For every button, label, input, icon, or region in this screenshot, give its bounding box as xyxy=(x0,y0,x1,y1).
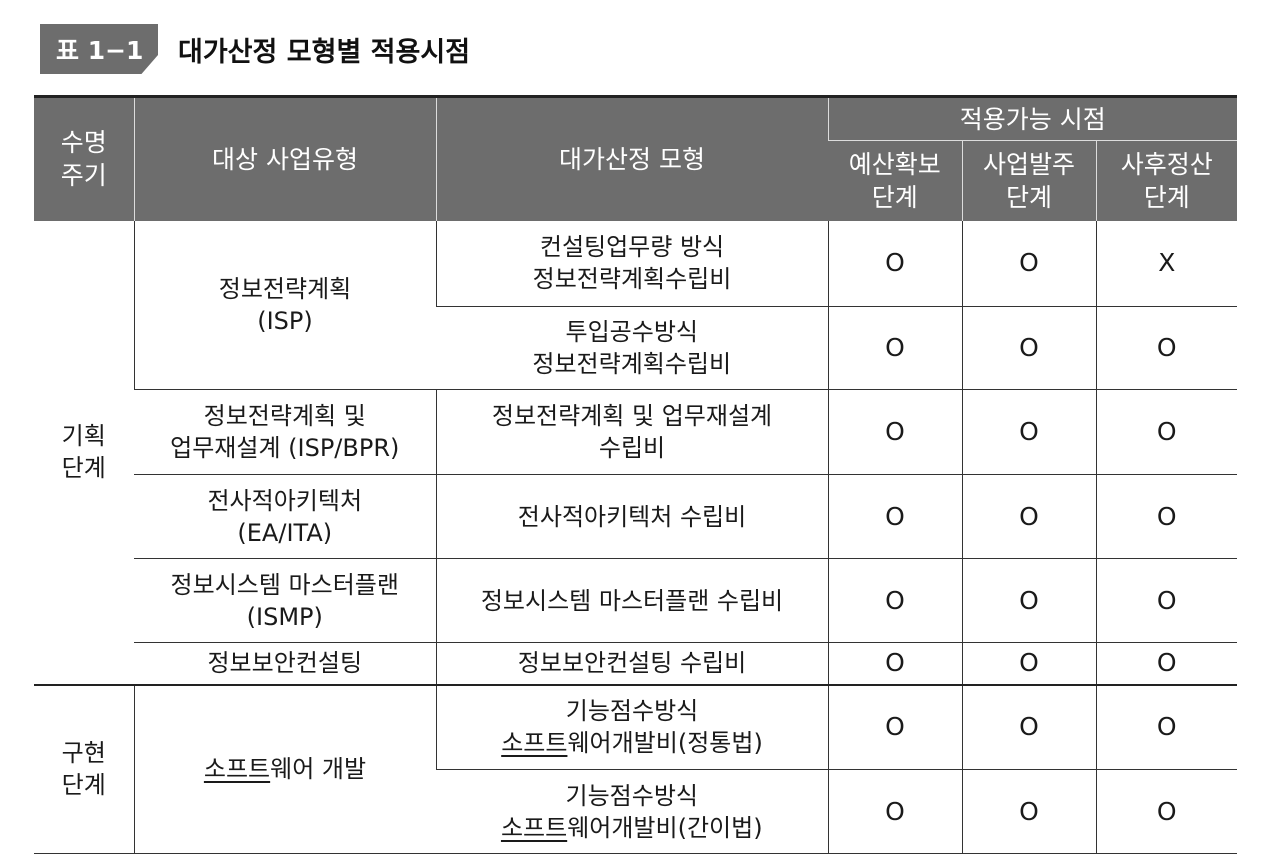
order-mark: O xyxy=(961,558,1096,643)
settlement-mark: O xyxy=(1095,684,1238,770)
settlement-mark: O xyxy=(1095,474,1238,559)
model-line1: 기능점수방식 xyxy=(565,781,698,810)
order-mark: O xyxy=(961,306,1096,390)
model-line1: 기능점수방식 xyxy=(565,697,699,726)
pricing-model-table: 수명 주기 대상 사업유형 대가산정 모형 적용가능 시점 예산확보 단계 사업… xyxy=(34,95,1238,854)
phase-cell: 구현 단계 xyxy=(34,684,134,854)
model-line2-rest: 웨어개발비(정통법) xyxy=(567,729,763,758)
settlement-mark: O xyxy=(1095,769,1238,854)
budget-mark: O xyxy=(827,684,962,770)
model-cell: 컨설팅업무량 방식 정보전략계획수립비 xyxy=(435,220,828,307)
order-mark: O xyxy=(961,684,1096,770)
budget-mark: O xyxy=(827,474,962,559)
header-settlement-stage: 사후정산 단계 xyxy=(1095,140,1238,221)
header-model: 대가산정 모형 xyxy=(435,95,828,221)
settlement-mark: O xyxy=(1095,389,1238,475)
model-line2-underlined: 소프트 xyxy=(501,729,568,758)
header-budget-stage: 예산확보 단계 xyxy=(828,140,962,221)
order-mark: O xyxy=(961,220,1096,307)
order-mark: O xyxy=(961,642,1096,686)
budget-mark: O xyxy=(827,558,962,643)
model-cell: 정보보안컨설팅 수립비 xyxy=(435,642,828,686)
model-cell: 전사적아키텍처 수립비 xyxy=(435,474,828,559)
project-type-cell: 소프트웨어 개발 xyxy=(133,684,436,854)
table-number-tag: 표 1−1 xyxy=(40,24,158,74)
budget-mark: O xyxy=(827,642,962,686)
model-line2-underlined: 소프트 xyxy=(500,813,568,842)
phase-cell: 기획 단계 xyxy=(34,220,134,686)
settlement-mark: O xyxy=(1095,306,1238,390)
settlement-mark: O xyxy=(1095,558,1238,643)
project-type-underlined: 소프트 xyxy=(203,755,271,784)
budget-mark: O xyxy=(827,769,962,854)
order-mark: O xyxy=(961,389,1096,475)
header-project-type: 대상 사업유형 xyxy=(133,95,436,221)
settlement-mark: O xyxy=(1095,642,1238,686)
table-caption: 표 1−1 대가산정 모형별 적용시점 xyxy=(40,24,470,74)
project-type-rest: 웨어 개발 xyxy=(270,755,367,784)
model-cell: 투입공수방식 정보전략계획수립비 xyxy=(436,306,828,390)
model-line2-rest: 웨어개발비(간이법) xyxy=(567,813,763,842)
project-type-cell: 정보전략계획 및 업무재설계 (ISP/BPR) xyxy=(134,389,436,475)
header-order-stage: 사업발주 단계 xyxy=(961,140,1096,221)
table-title: 대가산정 모형별 적용시점 xyxy=(178,36,471,68)
budget-mark: O xyxy=(827,389,962,475)
header-timing-group: 적용가능 시점 xyxy=(827,95,1238,141)
project-type-cell: 정보보안컨설팅 xyxy=(134,642,436,686)
header-lifecycle: 수명 주기 xyxy=(34,95,134,221)
project-type-cell: 정보전략계획 (ISP) xyxy=(133,220,436,390)
model-cell: 정보시스템 마스터플랜 수립비 xyxy=(435,558,828,643)
project-type-cell: 정보시스템 마스터플랜 (ISMP) xyxy=(134,558,436,643)
model-cell: 정보전략계획 및 업무재설계 수립비 xyxy=(435,389,828,475)
budget-mark: O xyxy=(827,220,962,307)
project-type-cell: 전사적아키텍처 (EA/ITA) xyxy=(134,474,436,559)
settlement-mark: X xyxy=(1095,220,1238,307)
order-mark: O xyxy=(961,769,1096,854)
order-mark: O xyxy=(961,474,1096,559)
budget-mark: O xyxy=(827,306,962,390)
